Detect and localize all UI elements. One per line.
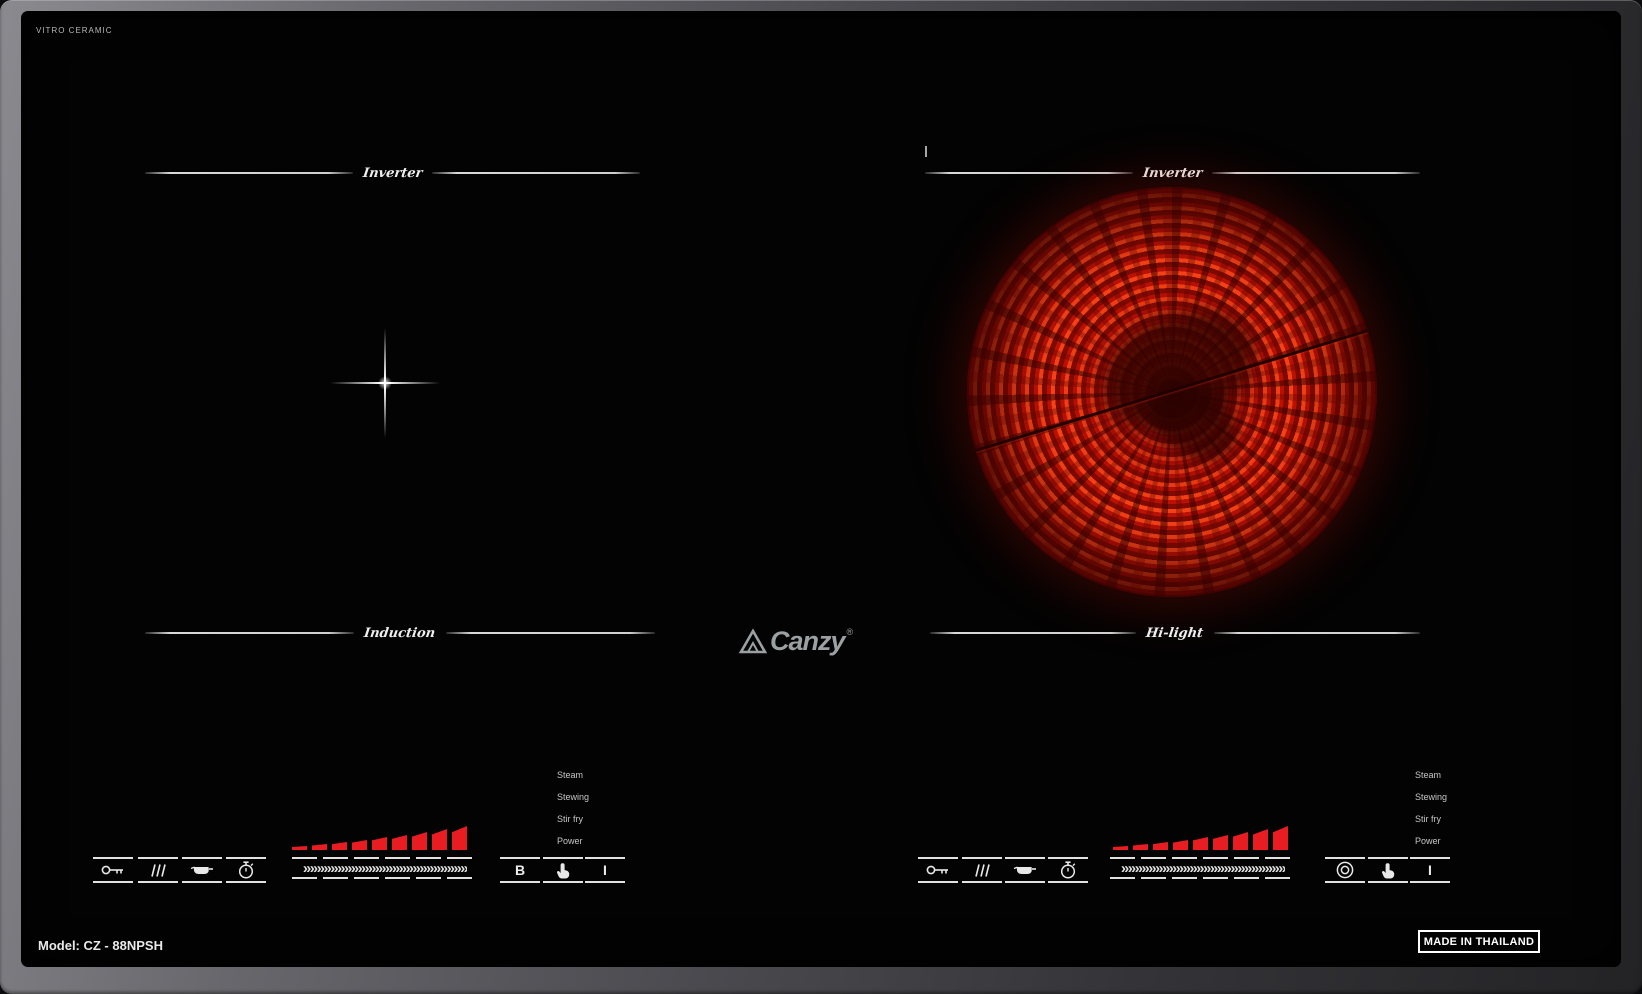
power-level-bar [372, 837, 387, 850]
registered-trademark: ® [846, 627, 854, 637]
rule-line [445, 632, 655, 634]
mode-label-stewing: Stewing [557, 792, 590, 802]
left-zone-bottom-rule: Induction [145, 625, 655, 641]
keep-warm-button[interactable] [1005, 857, 1045, 883]
mode-label-power: Power [557, 836, 583, 846]
left-zone-top-rule: Inverter [145, 165, 640, 181]
power-level-bar [1153, 842, 1168, 850]
left-zone-top-label: Inverter [361, 165, 424, 181]
cooktop-glass-surface: VITRO CERAMIC Inverter Induction Inverte… [22, 12, 1620, 966]
rule-line [930, 632, 1137, 634]
keep-warm-button[interactable] [182, 857, 222, 883]
surface-material-label: VITRO CERAMIC [36, 26, 113, 35]
hand-icon [1381, 862, 1394, 878]
power-level-bar [332, 842, 347, 850]
right-zone-tick-mark [925, 146, 927, 157]
pot-icon [190, 866, 213, 874]
rule-line [145, 172, 353, 174]
chevron-slider: »»»»»»»»»»»»»»»»»»»»»»»» [302, 860, 468, 876]
steam-lines-icon [151, 863, 166, 877]
booster-button[interactable]: B [500, 857, 540, 883]
power-level-bar [352, 840, 367, 850]
power-level-bar [1133, 844, 1148, 850]
power-level-bar [392, 835, 407, 850]
made-in-badge: MADE IN THAILAND [1418, 930, 1540, 953]
power-on-off-button[interactable]: I [585, 857, 625, 883]
hand-icon [556, 862, 569, 878]
power-slider[interactable]: »»»»»»»»»»»»»»»»»»»»»»»» [292, 857, 478, 879]
right-zone-top-label: Inverter [1141, 165, 1204, 181]
rule-line [1213, 632, 1421, 634]
burner-crack-line [969, 327, 1375, 454]
rule-line [925, 172, 1133, 174]
brand-logo-text: Canzy [770, 626, 846, 656]
power-level-bar [1233, 832, 1248, 850]
child-lock-button[interactable] [918, 857, 958, 883]
power-level-bar [1253, 829, 1268, 850]
rule-line [432, 172, 640, 174]
timer-button[interactable] [1048, 857, 1088, 883]
child-lock-button[interactable] [93, 857, 133, 883]
steam-mode-button[interactable] [962, 857, 1002, 883]
double-circle-icon [1336, 861, 1354, 879]
left-zone-bottom-label: Induction [363, 625, 437, 641]
burner-dark-core [1083, 287, 1275, 453]
right-zone-top-rule: Inverter [925, 165, 1420, 181]
power-level-bar [1193, 837, 1208, 850]
left-zone-cross-glow [378, 376, 392, 390]
power-level-bar [1213, 835, 1228, 850]
dual-zone-button[interactable] [1325, 857, 1365, 883]
right-zone-bottom-label: Hi-light [1145, 625, 1205, 641]
power-level-bar [452, 826, 467, 850]
power-level-bar [1273, 826, 1288, 850]
mode-label-steam: Steam [557, 770, 584, 780]
power-level-bar [1173, 840, 1188, 850]
stopwatch-icon [1060, 861, 1076, 879]
rule-line [1212, 172, 1420, 174]
mode-label-stirfry: Stir fry [557, 814, 583, 824]
power-level-bar [1113, 846, 1128, 850]
key-icon [926, 865, 948, 875]
right-zone-bottom-rule: Hi-light [930, 625, 1421, 641]
mode-label-steam: Steam [1415, 770, 1442, 780]
power-on-off-button[interactable]: I [1410, 857, 1450, 883]
power-level-bar [292, 846, 307, 850]
chevron-slider: »»»»»»»»»»»»»»»»»»»»»»»» [1120, 860, 1286, 876]
stopwatch-icon [238, 861, 254, 879]
power-on-label: I [1428, 862, 1432, 878]
hilight-burner-glowing [967, 187, 1377, 597]
brand-logo: Canzy ® [738, 626, 853, 657]
burner-dark-core [1133, 362, 1253, 478]
steam-lines-icon [975, 863, 990, 877]
booster-label: B [514, 862, 526, 878]
power-level-bar [312, 844, 327, 850]
mode-label-power: Power [1415, 836, 1441, 846]
pause-touch-button[interactable] [543, 857, 583, 883]
key-icon [101, 865, 123, 875]
pot-icon [1013, 866, 1036, 874]
power-level-bar [432, 829, 447, 850]
power-on-label: I [603, 862, 607, 878]
power-level-bar [412, 832, 427, 850]
power-level-bars [1113, 826, 1288, 850]
rule-line [145, 632, 355, 634]
timer-button[interactable] [226, 857, 266, 883]
mode-label-stirfry: Stir fry [1415, 814, 1441, 824]
power-slider[interactable]: »»»»»»»»»»»»»»»»»»»»»»»» [1110, 857, 1296, 879]
power-level-bars [292, 826, 467, 850]
left-panel-mode-labels: Steam Stewing Stir fry Power [557, 771, 589, 846]
right-panel-mode-labels: Steam Stewing Stir fry Power [1415, 771, 1447, 846]
pause-touch-button[interactable] [1368, 857, 1408, 883]
model-number-label: Model: CZ - 88NPSH [38, 938, 163, 953]
mode-label-stewing: Stewing [1415, 792, 1448, 802]
canzy-triangle-icon [738, 628, 768, 654]
steam-mode-button[interactable] [138, 857, 178, 883]
